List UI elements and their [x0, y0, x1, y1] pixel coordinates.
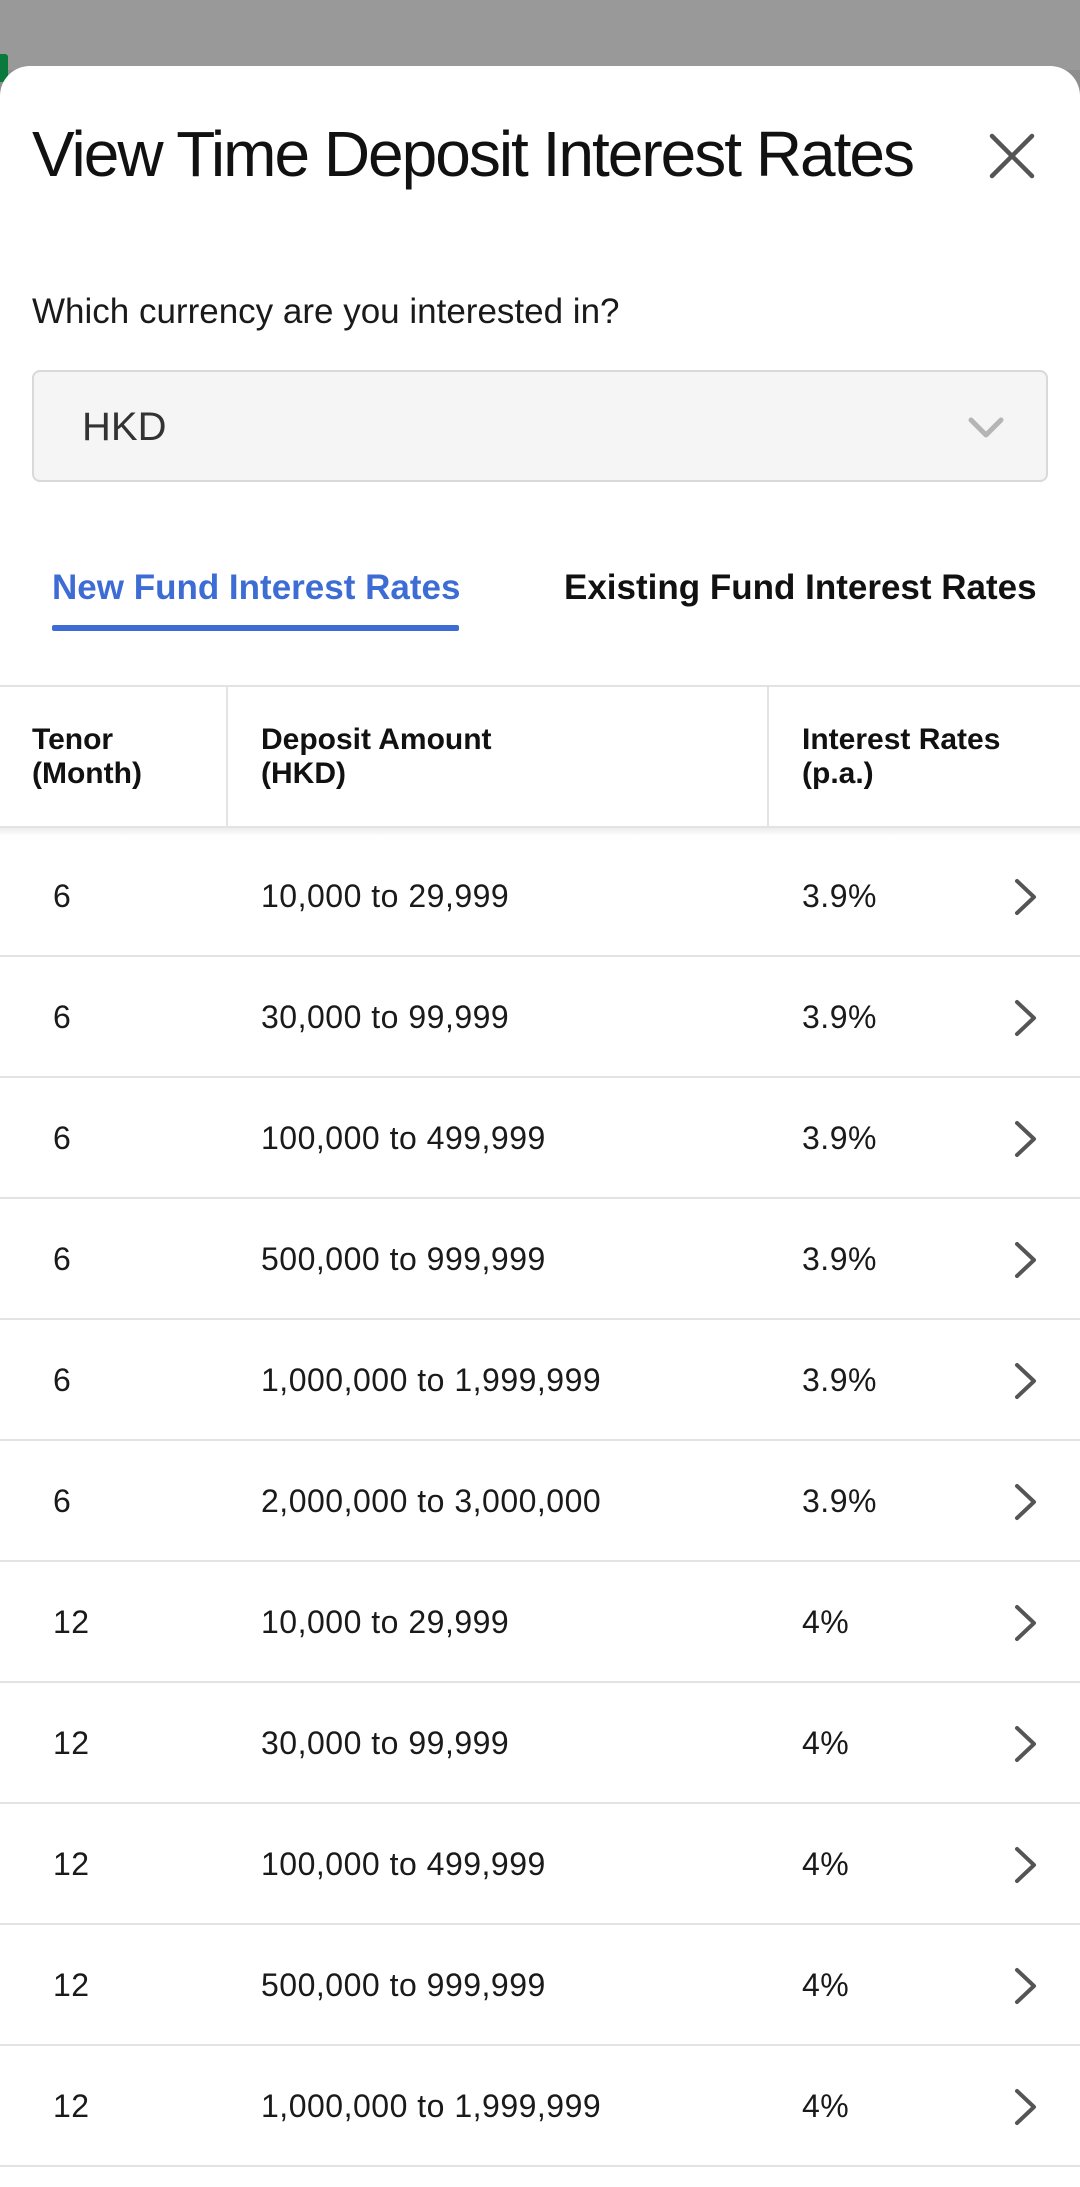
cell-interest-rate: 3.9%: [802, 1483, 877, 1519]
page-backdrop: [0, 0, 1080, 70]
close-icon: [989, 133, 1035, 179]
cell-deposit-amount: 500,000 to 999,999: [261, 1241, 546, 1277]
active-tab-indicator: [52, 625, 459, 631]
table-row[interactable]: 6 30,000 to 99,999 3.9%: [0, 957, 1080, 1078]
cell-deposit-amount: 1,000,000 to 1,999,999: [261, 2088, 602, 2124]
close-button[interactable]: [984, 128, 1040, 184]
chevron-right-icon: [1015, 879, 1036, 915]
cell-deposit-amount: 500,000 to 999,999: [261, 1967, 546, 2003]
cell-deposit-amount: 30,000 to 99,999: [261, 999, 510, 1035]
cell-interest-rate: 4%: [802, 1604, 850, 1640]
currency-question-label: Which currency are you interested in?: [32, 292, 620, 331]
column-header-tenor: Tenor (Month): [0, 687, 228, 826]
interest-rates-sheet: View Time Deposit Interest Rates Which c…: [0, 66, 1080, 2187]
cell-interest-rate: 3.9%: [802, 878, 877, 914]
sheet-title: View Time Deposit Interest Rates: [32, 118, 915, 190]
table-row[interactable]: 6 1,000,000 to 1,999,999 3.9%: [0, 1320, 1080, 1441]
table-row[interactable]: 12 10,000 to 29,999 4%: [0, 1562, 1080, 1683]
table-row[interactable]: 12 30,000 to 99,999 4%: [0, 1683, 1080, 1804]
cell-tenor: 6: [53, 1362, 72, 1398]
column-header-deposit-amount-label: Deposit Amount (HKD): [261, 723, 492, 790]
cell-deposit-amount: 100,000 to 499,999: [261, 1846, 546, 1882]
cell-tenor: 6: [53, 999, 72, 1035]
cell-interest-rate: 4%: [802, 1967, 850, 2003]
cell-tenor: 12: [53, 2088, 90, 2124]
cell-tenor: 12: [53, 1967, 90, 2003]
chevron-right-icon: [1015, 1242, 1036, 1278]
cell-deposit-amount: 10,000 to 29,999: [261, 878, 510, 914]
chevron-right-icon: [1015, 1121, 1036, 1157]
cell-interest-rate: 4%: [802, 1846, 850, 1882]
table-row[interactable]: 6 2,000,000 to 3,000,000 3.9%: [0, 1441, 1080, 1562]
backdrop-accent: [0, 54, 8, 82]
table-row[interactable]: 12 1,000,000 to 1,999,999 4%: [0, 2046, 1080, 2167]
table-row[interactable]: 12 100,000 to 499,999 4%: [0, 1804, 1080, 1925]
cell-deposit-amount: 1,000,000 to 1,999,999: [261, 1362, 602, 1398]
chevron-right-icon: [1015, 1000, 1036, 1036]
chevron-right-icon: [1015, 2089, 1036, 2125]
cell-tenor: 12: [53, 1725, 90, 1761]
cell-deposit-amount: 10,000 to 29,999: [261, 1604, 510, 1640]
cell-deposit-amount: 100,000 to 499,999: [261, 1120, 546, 1156]
cell-deposit-amount: 2,000,000 to 3,000,000: [261, 1483, 602, 1519]
table-row[interactable]: 6 10,000 to 29,999 3.9%: [0, 836, 1080, 957]
column-header-deposit-amount: Deposit Amount (HKD): [228, 687, 769, 826]
currency-selected-value: HKD: [82, 405, 167, 449]
chevron-down-icon: [968, 417, 1004, 438]
column-header-interest-rate-label: Interest Rates (p.a.): [802, 723, 1001, 790]
cell-interest-rate: 3.9%: [802, 1120, 877, 1156]
currency-select[interactable]: HKD: [32, 370, 1048, 482]
chevron-right-icon: [1015, 1968, 1036, 2004]
rates-table-body: 6 10,000 to 29,999 3.9% 6 30,000 to 99,9…: [0, 836, 1080, 2167]
chevron-right-icon: [1015, 1363, 1036, 1399]
cell-interest-rate: 3.9%: [802, 1241, 877, 1277]
chevron-right-icon: [1015, 1726, 1036, 1762]
cell-interest-rate: 4%: [802, 1725, 850, 1761]
column-header-tenor-label: Tenor (Month): [32, 723, 142, 790]
cell-tenor: 6: [53, 1120, 72, 1156]
cell-tenor: 12: [53, 1846, 90, 1882]
tab-new-fund-rates[interactable]: New Fund Interest Rates: [52, 568, 461, 607]
chevron-right-icon: [1015, 1605, 1036, 1641]
cell-deposit-amount: 30,000 to 99,999: [261, 1725, 510, 1761]
chevron-right-icon: [1015, 1484, 1036, 1520]
table-row[interactable]: 12 500,000 to 999,999 4%: [0, 1925, 1080, 2046]
header-divider: [0, 828, 1080, 836]
table-header: Tenor (Month) Deposit Amount (HKD) Inter…: [0, 685, 1080, 828]
cell-tenor: 6: [53, 1483, 72, 1519]
cell-interest-rate: 3.9%: [802, 999, 877, 1035]
tab-existing-fund-rates[interactable]: Existing Fund Interest Rates: [564, 568, 1037, 607]
cell-tenor: 12: [53, 1604, 90, 1640]
cell-tenor: 6: [53, 878, 72, 914]
table-row[interactable]: 6 500,000 to 999,999 3.9%: [0, 1199, 1080, 1320]
cell-tenor: 6: [53, 1241, 72, 1277]
chevron-right-icon: [1015, 1847, 1036, 1883]
table-row[interactable]: 6 100,000 to 499,999 3.9%: [0, 1078, 1080, 1199]
cell-interest-rate: 3.9%: [802, 1362, 877, 1398]
column-header-interest-rate: Interest Rates (p.a.): [769, 687, 1080, 826]
cell-interest-rate: 4%: [802, 2088, 850, 2124]
